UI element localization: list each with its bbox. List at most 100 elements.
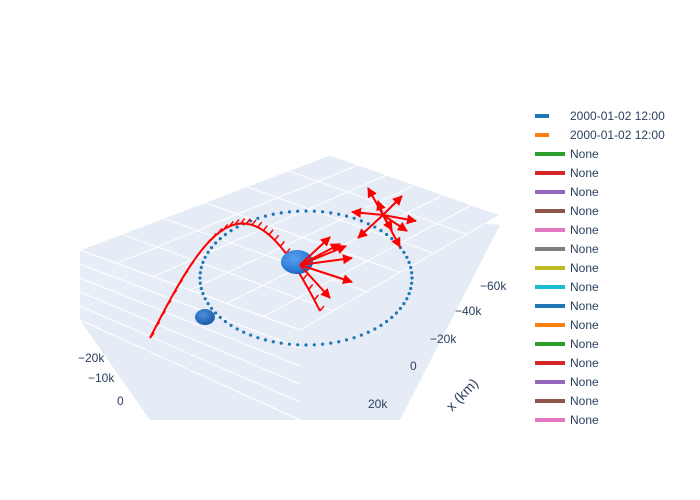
legend-item[interactable]: 2000-01-02 12:00 bbox=[535, 128, 665, 142]
legend-label: None bbox=[570, 261, 599, 275]
legend-item[interactable]: None bbox=[535, 242, 599, 256]
spiral-mark bbox=[251, 219, 257, 226]
legend-item[interactable]: None bbox=[535, 204, 599, 218]
legend-item[interactable]: None bbox=[535, 166, 599, 180]
orbit-point bbox=[235, 327, 239, 331]
legend[interactable]: 2000-01-02 12:00 2000-01-02 12:00 None None… bbox=[535, 109, 665, 427]
vector-arrow bbox=[376, 200, 386, 216]
legend-item[interactable]: None bbox=[535, 261, 599, 275]
vector-arrow bbox=[382, 214, 417, 225]
scene-3d[interactable] bbox=[79, 154, 501, 421]
orbit-point bbox=[223, 232, 227, 237]
orbit-point bbox=[402, 302, 406, 306]
orbit-point bbox=[329, 341, 333, 345]
orbit-point bbox=[287, 210, 292, 214]
legend-item[interactable]: None bbox=[535, 356, 599, 370]
orbit-point bbox=[407, 292, 411, 296]
x-tick-label: 0 bbox=[410, 359, 417, 373]
orbit-point bbox=[304, 209, 308, 213]
spiral-mark bbox=[285, 248, 291, 255]
spiral-mark bbox=[268, 229, 274, 236]
orbit-point bbox=[352, 216, 356, 220]
legend-item[interactable]: None bbox=[535, 337, 599, 351]
spiral-mark bbox=[313, 294, 319, 301]
orbit-point bbox=[209, 245, 214, 250]
orbit-point bbox=[279, 211, 283, 215]
legend-label: 2000-01-02 12:00 bbox=[570, 109, 665, 123]
orbit-point bbox=[218, 315, 222, 319]
legend-item[interactable]: None bbox=[535, 394, 599, 408]
orbit-point bbox=[198, 271, 202, 275]
spiral-mark bbox=[302, 274, 308, 281]
legend-label: None bbox=[570, 242, 599, 256]
orbit-point bbox=[256, 216, 260, 220]
orbit-point bbox=[379, 323, 383, 327]
orbit-point bbox=[263, 214, 268, 218]
legend-label: None bbox=[570, 318, 599, 332]
orbit-point bbox=[279, 341, 283, 345]
legend-label: None bbox=[570, 375, 599, 389]
orbit-point bbox=[287, 342, 292, 346]
legend-label: None bbox=[570, 394, 599, 408]
x-tick-label: −60k bbox=[480, 279, 507, 293]
orbit-point bbox=[410, 281, 414, 285]
vector-arrow bbox=[382, 214, 408, 232]
orbit-point bbox=[359, 333, 363, 337]
spiral-mark bbox=[194, 253, 200, 259]
orbit-point bbox=[410, 276, 414, 280]
grid-line bbox=[263, 204, 472, 318]
vector-arrow bbox=[382, 195, 403, 216]
orbit-point bbox=[390, 315, 394, 319]
x-axis-title: x (km) bbox=[443, 375, 482, 414]
legend-item[interactable]: None bbox=[535, 147, 599, 161]
grid-line bbox=[79, 319, 301, 421]
legend-item[interactable]: 2000-01-02 12:00 bbox=[535, 109, 665, 123]
orbit-point bbox=[296, 209, 300, 213]
orbit-point bbox=[344, 338, 349, 342]
legend-item[interactable]: None bbox=[535, 375, 599, 389]
orbit-point bbox=[385, 319, 389, 324]
orbit-point bbox=[398, 306, 403, 311]
orbit-point bbox=[296, 343, 300, 347]
vector-arrow bbox=[299, 254, 353, 266]
orbit-point bbox=[366, 330, 370, 334]
legend-item[interactable]: None bbox=[535, 223, 599, 237]
legend-label: None bbox=[570, 280, 599, 294]
orbit-point bbox=[320, 210, 325, 214]
orbit-series[interactable] bbox=[198, 209, 414, 347]
spiral-vector-marks bbox=[149, 218, 325, 339]
orbit-point bbox=[229, 229, 233, 233]
orbit-point bbox=[337, 340, 341, 344]
orbit-point bbox=[410, 271, 414, 275]
orbit-point bbox=[242, 330, 246, 334]
spiral-mark bbox=[240, 218, 246, 225]
legend-item[interactable]: None bbox=[535, 280, 599, 294]
spiral-mark bbox=[228, 220, 234, 227]
vector-arrow bbox=[299, 243, 341, 266]
grid-lines bbox=[79, 154, 501, 421]
legend-label: None bbox=[570, 223, 599, 237]
legend-item[interactable]: None bbox=[535, 413, 599, 427]
orbit-point bbox=[320, 342, 325, 346]
orbit-point bbox=[337, 212, 341, 216]
orbit-point bbox=[407, 260, 411, 264]
orbit-point bbox=[405, 297, 409, 301]
orbit-point bbox=[214, 311, 218, 315]
legend-item[interactable]: None bbox=[535, 299, 599, 313]
legend-item[interactable]: None bbox=[535, 185, 599, 199]
orbit-point bbox=[223, 319, 227, 324]
legend-label: None bbox=[570, 185, 599, 199]
spiral-mark bbox=[217, 227, 223, 234]
orbit-point bbox=[209, 306, 214, 311]
legend-item[interactable]: None bbox=[535, 318, 599, 332]
orbit-point bbox=[312, 343, 316, 347]
orbit-point bbox=[249, 333, 253, 337]
orbit-point bbox=[203, 297, 207, 301]
orbit-point bbox=[206, 250, 210, 254]
orbit-point bbox=[256, 336, 260, 340]
spiral-mark bbox=[308, 284, 314, 290]
orbit-point bbox=[199, 265, 203, 270]
orbit-point bbox=[235, 225, 239, 229]
orbit-point bbox=[198, 276, 202, 280]
